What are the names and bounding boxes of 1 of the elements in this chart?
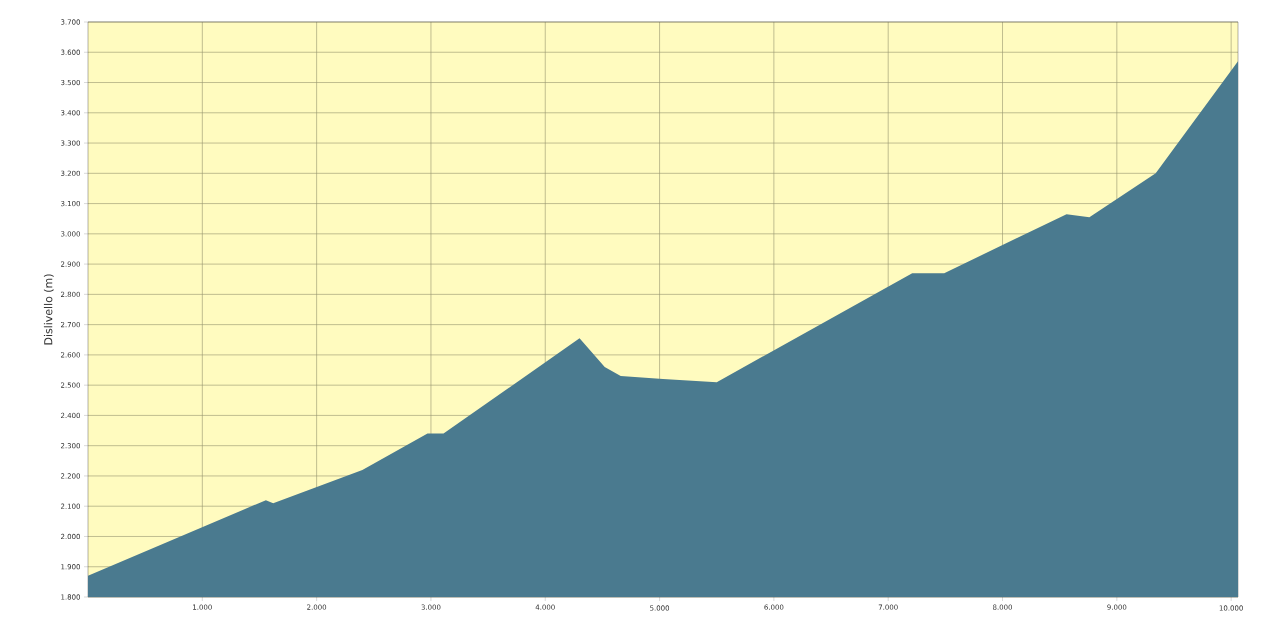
y-axis-title: Dislivello (m): [43, 274, 54, 345]
